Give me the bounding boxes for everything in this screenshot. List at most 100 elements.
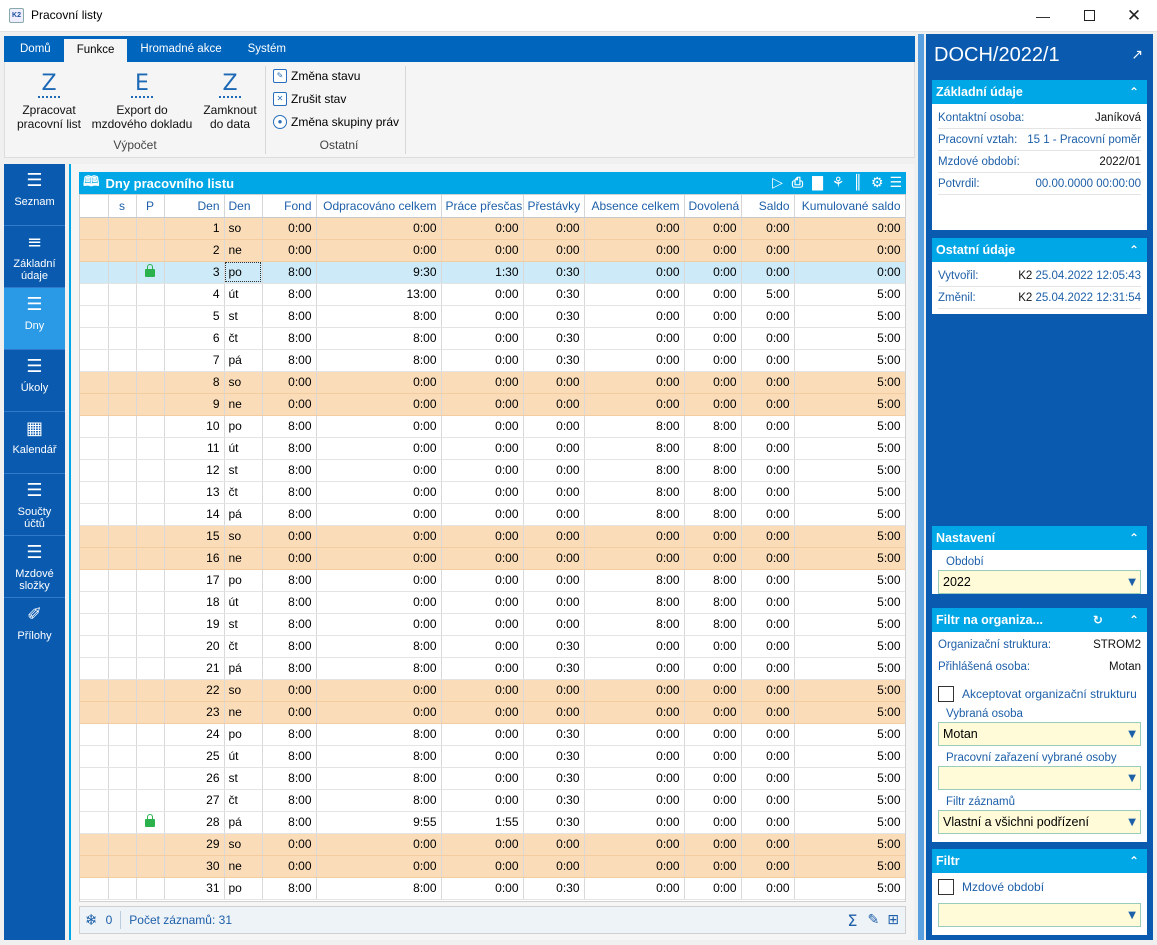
selected-person-field[interactable]: Motan ▼ xyxy=(938,722,1141,746)
col-header-saldo[interactable]: Saldo xyxy=(741,195,795,218)
row-selector[interactable] xyxy=(80,701,109,724)
col-header-select[interactable] xyxy=(80,195,109,218)
col-header-prace-prescas[interactable]: Práce přesčas xyxy=(441,195,524,218)
table-row[interactable]: 20 čt 8:00 8:00 0:00 0:30 0:00 0:00 0:00 5:00 xyxy=(80,635,905,658)
table-row[interactable]: 4 út 8:00 13:00 0:00 0:30 0:00 0:00 5:00 5:00 xyxy=(80,283,905,306)
table-row[interactable]: 6 čt 8:00 8:00 0:00 0:30 0:00 0:00 0:00 5:00 xyxy=(80,327,905,350)
table-row[interactable]: 10 po 8:00 0:00 0:00 0:00 8:00 8:00 0:00 5:00 xyxy=(80,415,905,438)
row-selector[interactable] xyxy=(80,217,109,240)
table-row[interactable]: 27 čt 8:00 8:00 0:00 0:30 0:00 0:00 0:00 5:00 xyxy=(80,789,905,812)
table-row[interactable]: 22 so 0:00 0:00 0:00 0:00 0:00 0:00 0:00 5:00 xyxy=(80,679,905,702)
table-row[interactable]: 24 po 8:00 8:00 0:00 0:30 0:00 0:00 0:00 5:00 xyxy=(80,723,905,746)
gear-icon[interactable]: ⚙ xyxy=(870,175,884,191)
row-selector[interactable] xyxy=(80,547,109,570)
sum-icon[interactable]: Σ xyxy=(847,910,858,930)
section-header[interactable]: Filtr ⌃ xyxy=(932,849,1147,873)
network-icon[interactable]: ⚘ xyxy=(831,175,845,191)
chevron-up-icon[interactable]: ⌃ xyxy=(1128,243,1139,257)
nav-soucty-uctu[interactable]: ☰ Součty účtů xyxy=(4,474,65,536)
table-row[interactable]: 9 ne 0:00 0:00 0:00 0:00 0:00 0:00 0:00 5:00 xyxy=(80,393,905,416)
row-selector[interactable] xyxy=(80,525,109,548)
row-selector[interactable] xyxy=(80,261,109,284)
zmena-stavu-button[interactable]: ✎ Změna stavu xyxy=(273,67,360,85)
minimize-icon[interactable]: — xyxy=(1036,7,1050,24)
zpracovat-button[interactable]: Z Zpracovat pracovní list xyxy=(11,72,87,132)
payroll-period-checkbox[interactable]: Mzdové období xyxy=(938,879,1141,895)
row-selector[interactable] xyxy=(80,877,109,900)
row-selector[interactable] xyxy=(80,283,109,306)
nav-ukoly[interactable]: ☰ Úkoly xyxy=(4,350,65,412)
row-selector[interactable] xyxy=(80,239,109,262)
menu-icon[interactable]: ☰ xyxy=(889,175,902,191)
row-selector[interactable] xyxy=(80,613,109,636)
row-selector[interactable] xyxy=(80,349,109,372)
table-row[interactable]: 21 pá 8:00 8:00 0:00 0:30 0:00 0:00 0:00 5:00 xyxy=(80,657,905,680)
table-row[interactable]: 8 so 0:00 0:00 0:00 0:00 0:00 0:00 0:00 5:00 xyxy=(80,371,905,394)
zamknout-button[interactable]: Z Zamknout do data xyxy=(197,72,263,132)
col-header-absence[interactable]: Absence celkem xyxy=(584,195,685,218)
table-row[interactable]: 11 út 8:00 0:00 0:00 0:00 8:00 8:00 0:00 5:00 xyxy=(80,437,905,460)
col-header-p[interactable]: P xyxy=(136,195,165,218)
col-header-dovolena[interactable]: Dovolená xyxy=(684,195,742,218)
table-row[interactable]: 16 ne 0:00 0:00 0:00 0:00 0:00 0:00 0:00 5:00 xyxy=(80,547,905,570)
table-row[interactable]: 15 so 0:00 0:00 0:00 0:00 0:00 0:00 0:00 5:00 xyxy=(80,525,905,548)
chevron-up-icon[interactable]: ⌃ xyxy=(1128,854,1139,868)
row-selector[interactable] xyxy=(80,723,109,746)
tab-domu[interactable]: Domů xyxy=(20,43,51,55)
row-selector[interactable] xyxy=(80,371,109,394)
chevron-up-icon[interactable]: ⌃ xyxy=(1128,85,1139,99)
row-selector[interactable] xyxy=(80,459,109,482)
row-selector[interactable] xyxy=(80,327,109,350)
col-header-kumulovane-saldo[interactable]: Kumulované saldo xyxy=(794,195,905,218)
zmena-skupiny-prav-button[interactable]: ● Změna skupiny práv xyxy=(273,113,399,131)
dropdown-icon[interactable]: ▼ xyxy=(1128,909,1136,921)
tab-funkce[interactable]: Funkce xyxy=(63,39,128,62)
section-header[interactable]: Základní údaje ⌃ xyxy=(932,80,1147,104)
table-row[interactable]: 18 út 8:00 0:00 0:00 0:00 8:00 8:00 0:00 5:00 xyxy=(80,591,905,614)
dropdown-icon[interactable]: ▼ xyxy=(1128,816,1136,828)
export-button[interactable]: E Export do mzdového dokladu xyxy=(89,72,195,132)
period-field[interactable]: 2022 ▼ xyxy=(938,570,1141,594)
row-selector[interactable] xyxy=(80,569,109,592)
row-selector[interactable] xyxy=(80,415,109,438)
row-selector[interactable] xyxy=(80,437,109,460)
row-selector[interactable] xyxy=(80,767,109,790)
nav-zakladni-udaje[interactable]: ≡ Základní údaje xyxy=(4,226,65,288)
table-row[interactable]: 3 po 8:00 9:30 1:30 0:30 0:00 0:00 0:00 0:00 xyxy=(80,261,905,284)
nav-mzdove-slozky[interactable]: ☰ Mzdové složky xyxy=(4,536,65,598)
refresh-icon[interactable]: ↻ xyxy=(1092,613,1103,627)
col-header-prestavky[interactable]: Přestávky xyxy=(523,195,585,218)
col-header-s[interactable]: s xyxy=(108,195,137,218)
maximize-icon[interactable] xyxy=(1066,0,1112,31)
tab-system[interactable]: Systém xyxy=(247,43,286,55)
table-row[interactable]: 14 pá 8:00 0:00 0:00 0:00 8:00 8:00 0:00 5:00 xyxy=(80,503,905,526)
row-selector[interactable] xyxy=(80,481,109,504)
row-selector[interactable] xyxy=(80,833,109,856)
columns-icon[interactable]: ║ xyxy=(853,175,862,191)
chevron-up-icon[interactable]: ⌃ xyxy=(1128,531,1139,545)
table-row[interactable]: 30 ne 0:00 0:00 0:00 0:00 0:00 0:00 0:00 5:00 xyxy=(80,855,905,878)
table-row[interactable]: 13 čt 8:00 0:00 0:00 0:00 8:00 8:00 0:00 5:00 xyxy=(80,481,905,504)
nav-kalendar[interactable]: ▦ Kalendář xyxy=(4,412,65,474)
zrusit-stav-button[interactable]: ✕ Zrušit stav xyxy=(273,90,346,108)
table-row[interactable]: 7 pá 8:00 8:00 0:00 0:30 0:00 0:00 0:00 5:00 xyxy=(80,349,905,372)
row-selector[interactable] xyxy=(80,305,109,328)
row-selector[interactable] xyxy=(80,745,109,768)
col-header-den-number[interactable]: Den xyxy=(164,195,225,218)
nav-prilohy[interactable]: ✐ Přílohy xyxy=(4,598,65,660)
row-selector[interactable] xyxy=(80,679,109,702)
table-row[interactable]: 28 pá 8:00 9:55 1:55 0:30 0:00 0:00 0:00 5:00 xyxy=(80,811,905,834)
table-row[interactable]: 25 út 8:00 8:00 0:00 0:30 0:00 0:00 0:00 5:00 xyxy=(80,745,905,768)
checkbox-box[interactable] xyxy=(938,879,954,895)
checkbox-box[interactable] xyxy=(938,686,954,702)
section-header[interactable]: Nastavení ⌃ xyxy=(932,526,1147,550)
row-selector[interactable] xyxy=(80,635,109,658)
section-header[interactable]: Ostatní údaje ⌃ xyxy=(932,238,1147,262)
table-row[interactable]: 29 so 0:00 0:00 0:00 0:00 0:00 0:00 0:00 5:00 xyxy=(80,833,905,856)
row-selector[interactable] xyxy=(80,393,109,416)
snowflake-icon[interactable]: ❄ xyxy=(85,911,98,929)
